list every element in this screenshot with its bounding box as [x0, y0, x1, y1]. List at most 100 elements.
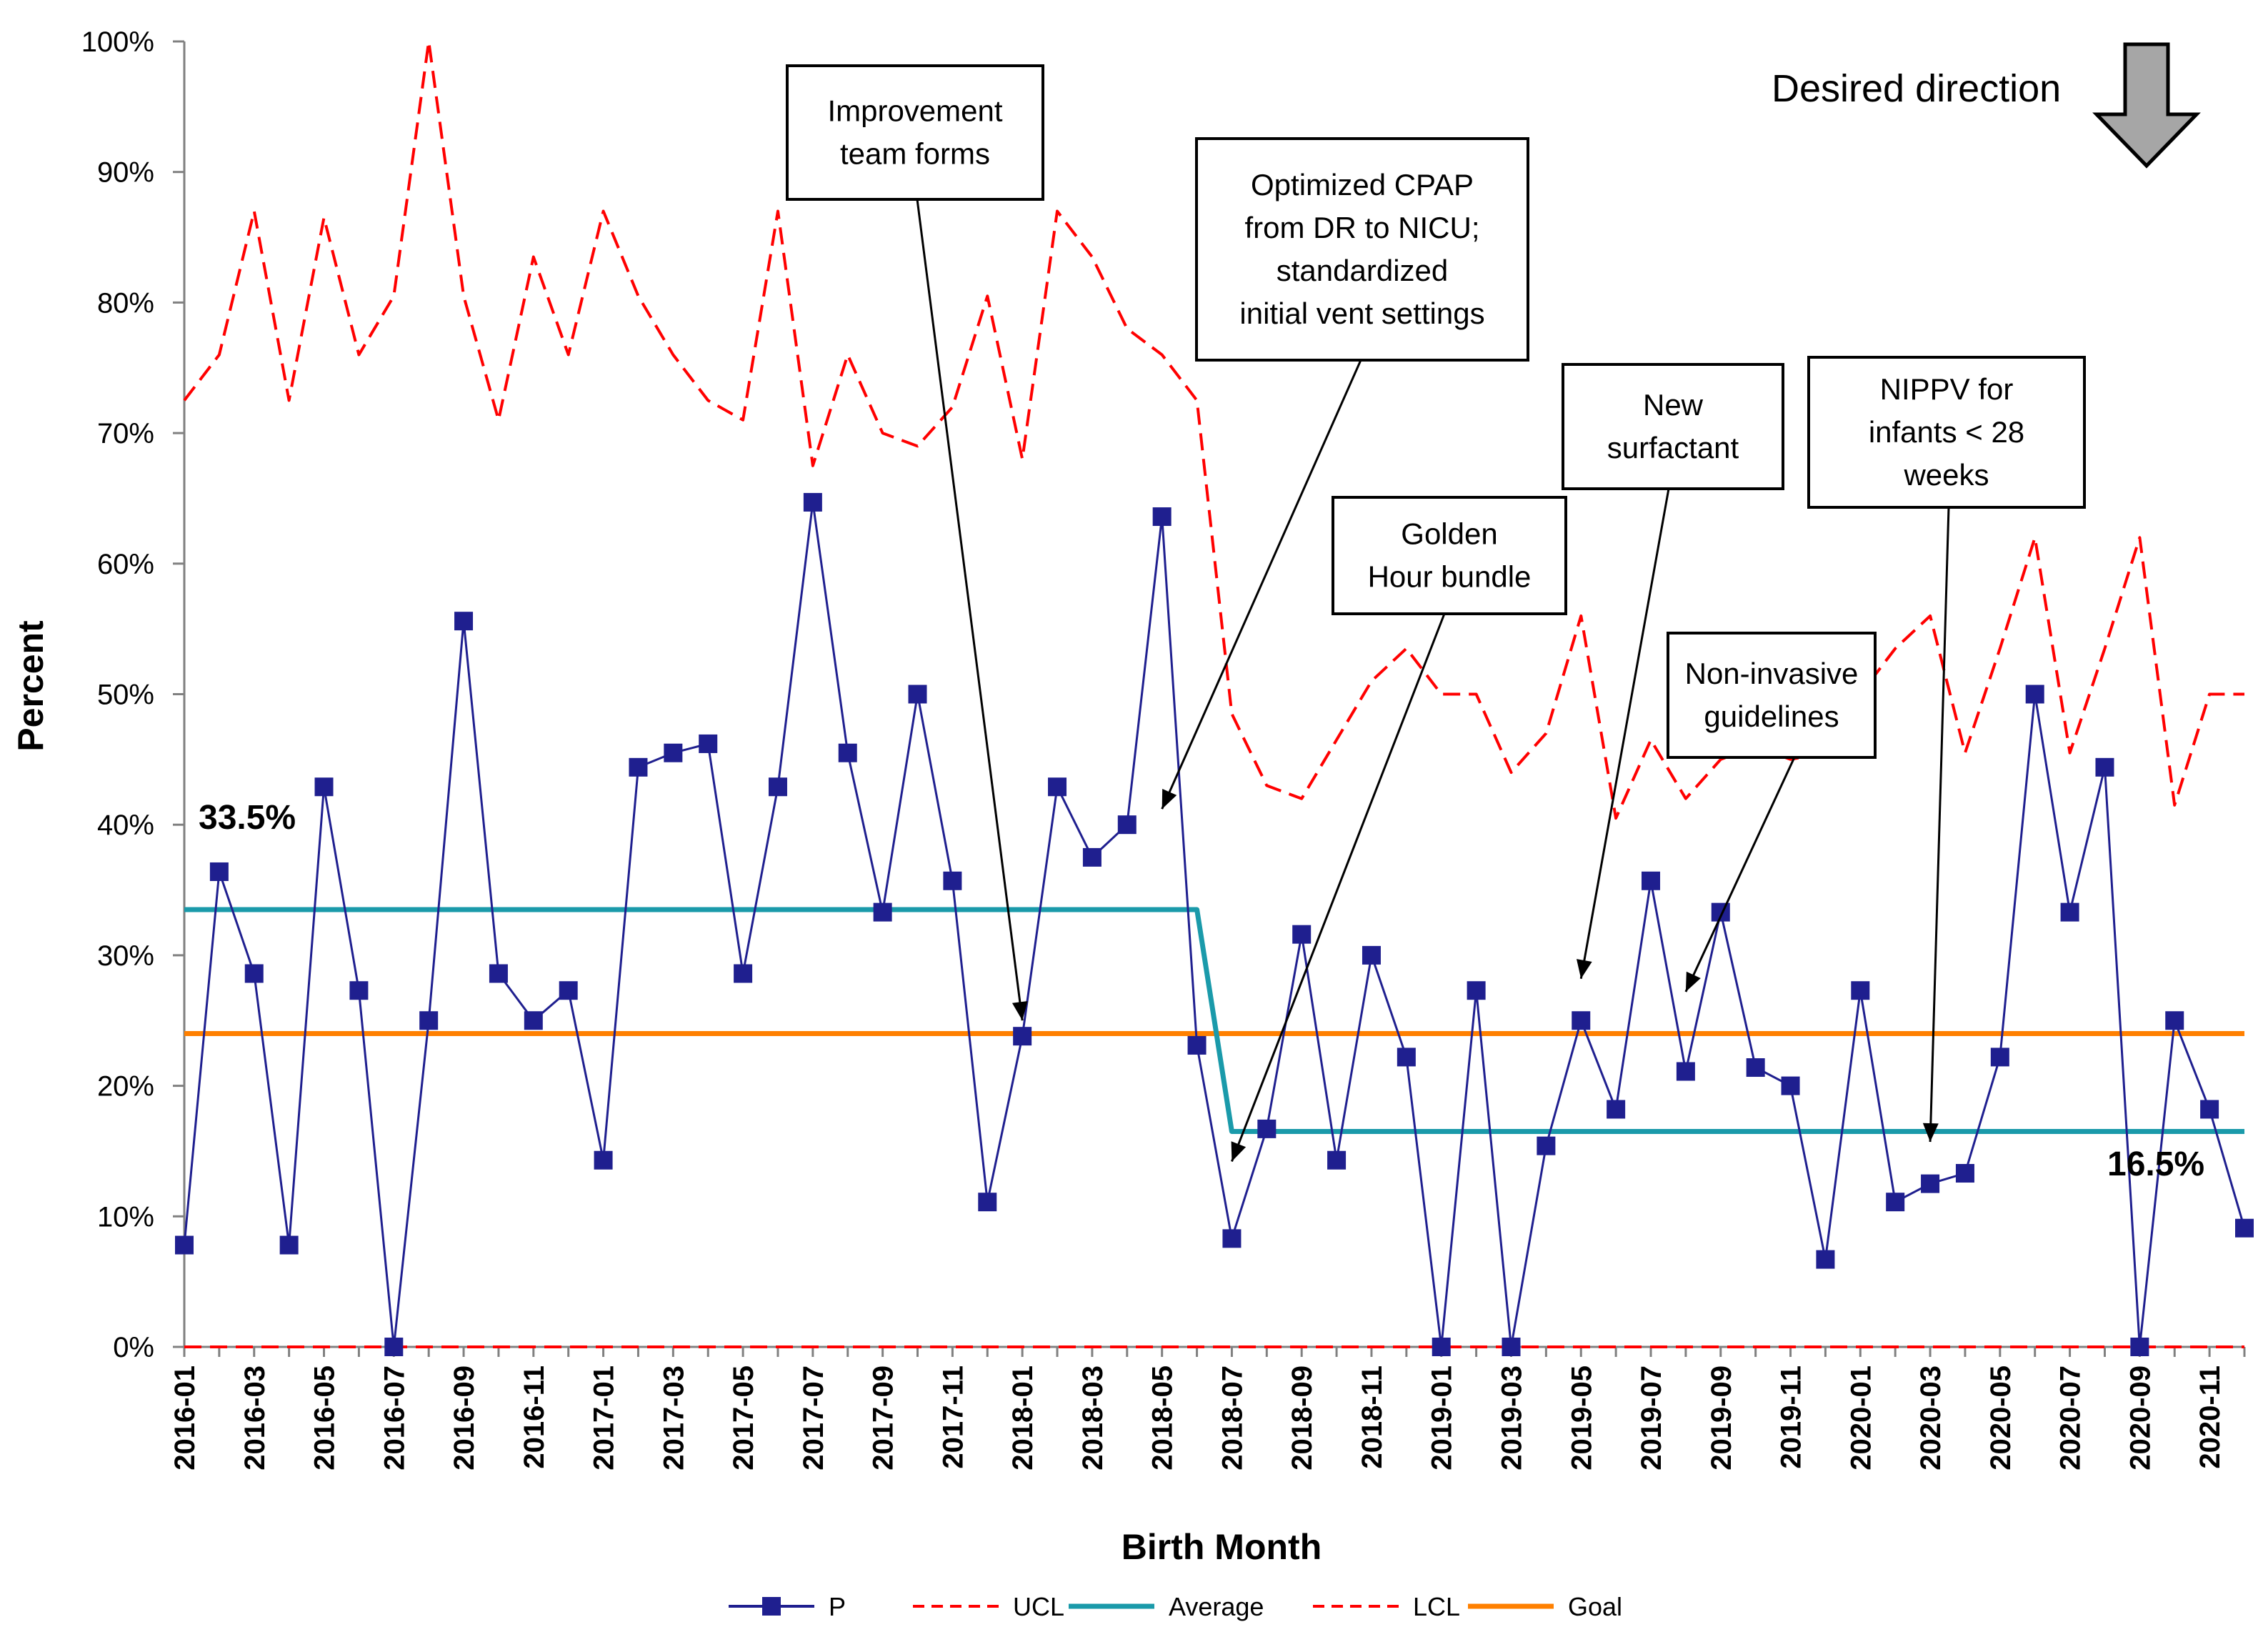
- series-p-point: [1013, 1027, 1032, 1046]
- annotation-box: [786, 64, 1044, 201]
- series-p-point: [209, 862, 229, 881]
- y-tick-label: 20%: [97, 1071, 154, 1103]
- series-p-point: [1397, 1048, 1416, 1067]
- x-axis-title: Birth Month: [1121, 1527, 1322, 1567]
- x-tick-label: 2019-11: [1776, 1365, 1807, 1469]
- legend-lcl-label: LCL: [1413, 1592, 1460, 1621]
- series-p-point: [1467, 981, 1486, 1000]
- annotation: Optimized CPAP from DR to NICU; standardiz…: [1161, 137, 1529, 810]
- annotation-text: initial vent settings: [1239, 297, 1484, 330]
- annotation-arrow-head: [1577, 959, 1592, 979]
- legend-p-label: P: [829, 1592, 846, 1621]
- series-p-point: [1781, 1076, 1800, 1095]
- series-p-point: [594, 1150, 613, 1170]
- annotation-text: Optimized CPAP: [1251, 168, 1474, 201]
- annotation-box: [1332, 496, 1567, 615]
- series-p-point: [349, 981, 369, 1000]
- annotation-arrow-head: [1922, 1123, 1939, 1143]
- start-average-label: 33.5%: [199, 799, 296, 837]
- series-p-point: [2235, 1218, 2254, 1238]
- annotation-arrow-head: [1011, 1000, 1028, 1021]
- x-tick-label: 2019-01: [1427, 1365, 1458, 1471]
- x-tick-label: 2020-01: [1845, 1365, 1877, 1471]
- y-tick-label: 10%: [97, 1201, 154, 1233]
- series-p-point: [1257, 1119, 1277, 1138]
- series-p-point: [1746, 1058, 1765, 1078]
- annotation-box: [1562, 363, 1784, 490]
- x-tick-label: 2017-03: [658, 1365, 689, 1471]
- series-p-point: [1990, 1048, 2009, 1067]
- x-tick-label: 2018-07: [1217, 1365, 1248, 1471]
- annotation: NIPPV for infants < 28 weeks: [1807, 356, 2086, 1143]
- x-tick-label: 2018-11: [1357, 1365, 1388, 1469]
- x-tick-label: 2017-07: [798, 1365, 829, 1471]
- y-tick-label: 80%: [97, 287, 154, 319]
- legend-p-marker: [762, 1597, 781, 1616]
- series-p-point: [908, 685, 927, 704]
- annotation-arrow-line: [1231, 613, 1446, 1163]
- annotation-text: NIPPV for: [1880, 372, 2014, 406]
- annotation-arrow-line: [1929, 507, 1950, 1143]
- series-p-point: [1222, 1229, 1242, 1248]
- series-p-point: [1955, 1164, 1974, 1183]
- x-tick-label: 2020-07: [2055, 1365, 2087, 1471]
- series-p-point: [1327, 1150, 1347, 1170]
- series-p-point: [175, 1235, 194, 1255]
- x-tick-label: 2016-11: [519, 1365, 550, 1469]
- y-tick-label: 100%: [81, 26, 154, 58]
- series-p-point: [1642, 871, 1661, 890]
- series-p-point: [629, 757, 648, 777]
- series-p-line: [183, 501, 2246, 1348]
- y-tick-label: 30%: [97, 940, 154, 972]
- annotation-text: Non-invasive: [1685, 657, 1859, 690]
- series-p-point: [314, 777, 334, 797]
- x-tick-label: 2020-05: [1985, 1365, 2017, 1471]
- annotation-text: surfactant: [1607, 431, 1739, 464]
- x-ticks: 2016-01 2016-03 2016-05 2016-07 2016-09 2016-…: [169, 1347, 2246, 1471]
- desired-direction-label: Desired direction: [1772, 67, 2061, 110]
- series-layer: [175, 40, 2254, 1356]
- series-p-point: [1082, 847, 1101, 867]
- y-tick-label: 0%: [113, 1332, 154, 1363]
- series-p-point: [1292, 925, 1312, 944]
- x-tick-label: 2019-07: [1636, 1365, 1667, 1471]
- annotation-arrow-head: [1231, 1141, 1247, 1162]
- y-tick-label: 60%: [97, 549, 154, 580]
- y-tick-label: 40%: [97, 810, 154, 841]
- x-tick-label: 2017-09: [868, 1365, 899, 1471]
- series-p-point: [559, 981, 578, 1000]
- x-tick-label: 2016-05: [309, 1365, 341, 1471]
- series-p-point: [1432, 1338, 1451, 1356]
- x-tick-label: 2019-03: [1496, 1365, 1527, 1471]
- annotation-text: Improvement: [827, 94, 1002, 128]
- series-p-point: [1502, 1338, 1521, 1356]
- series-p-point: [873, 902, 892, 922]
- series-p-point: [2165, 1011, 2184, 1030]
- series-p-point: [1572, 1011, 1591, 1030]
- annotation-arrow-line: [916, 199, 1024, 1021]
- series-p-point: [384, 1338, 404, 1356]
- series-p-point: [978, 1193, 997, 1212]
- annotation: New surfactant: [1562, 363, 1784, 979]
- y-tick-label: 50%: [97, 680, 154, 711]
- annotation-text: standardized: [1277, 254, 1449, 287]
- series-p-point: [454, 612, 474, 631]
- x-tick-label: 2016-07: [379, 1365, 410, 1471]
- x-tick-label: 2018-03: [1077, 1365, 1109, 1471]
- annotation: Non-invasive guidelines: [1667, 632, 1877, 992]
- series-p-point: [1187, 1035, 1207, 1055]
- annotation-text: guidelines: [1704, 700, 1839, 733]
- annotation-box: [1807, 356, 2086, 509]
- series-p-point: [838, 743, 857, 762]
- x-tick-label: 2017-11: [937, 1365, 969, 1469]
- x-tick-label: 2016-09: [449, 1365, 480, 1471]
- x-tick-label: 2018-05: [1147, 1365, 1179, 1471]
- series-p-point: [943, 871, 962, 890]
- annotation-text: team forms: [840, 137, 990, 171]
- series-p-point: [1117, 815, 1137, 835]
- series-p-point: [1816, 1250, 1835, 1269]
- series-p-point: [1607, 1100, 1626, 1119]
- down-arrow-icon: [2092, 42, 2201, 169]
- x-tick-label: 2016-03: [239, 1365, 271, 1471]
